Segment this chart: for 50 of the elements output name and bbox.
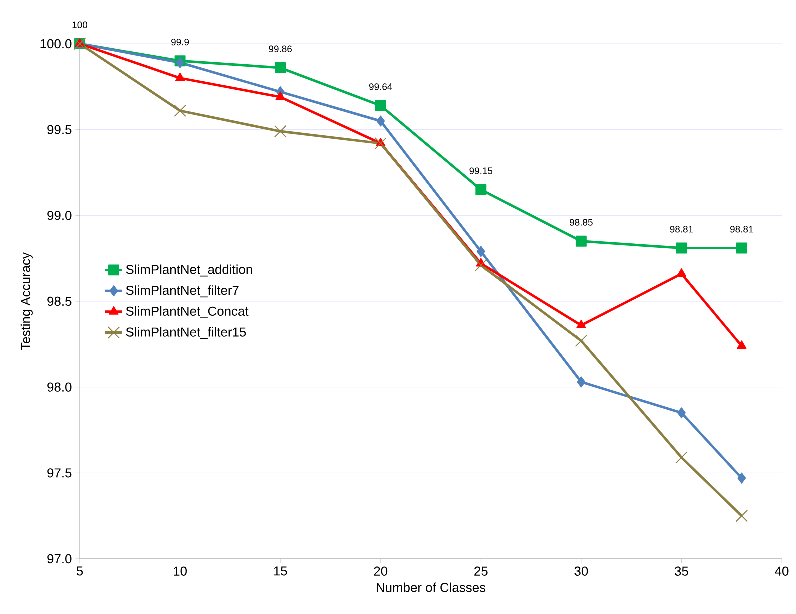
point	[275, 62, 286, 74]
data-label: 99.86	[269, 46, 292, 53]
data-label: 98.81	[730, 226, 754, 233]
point	[374, 137, 387, 150]
legend-label: SlimPlantNet_filter15	[126, 327, 246, 340]
x-tick-label: 10	[174, 566, 187, 576]
data-label: 98.85	[570, 219, 593, 226]
y-tick-label: 98.0	[48, 382, 72, 392]
x-tick-label: 20	[374, 566, 388, 576]
point	[276, 92, 286, 100]
point	[476, 184, 487, 196]
y-tick-label: 99.5	[48, 125, 72, 134]
x-tick-label: 30	[574, 566, 588, 576]
y-axis-title: Testing Accuracy	[20, 252, 33, 350]
x-tick-label: 35	[675, 566, 688, 576]
data-label: 98.81	[670, 226, 694, 233]
point	[274, 125, 287, 138]
data-label: 99.15	[470, 168, 493, 174]
point	[676, 268, 687, 278]
y-tick-label: 97.5	[48, 468, 72, 478]
data-label: 99.9	[172, 38, 190, 46]
point	[576, 236, 587, 247]
point	[375, 100, 386, 112]
y-tick-label: 99.0	[48, 211, 72, 220]
point	[736, 510, 748, 522]
x-tick-label: 15	[274, 566, 288, 576]
y-tick-label: 97.0	[48, 554, 72, 564]
x-tick-label: 25	[474, 566, 488, 576]
point	[736, 242, 748, 254]
point	[576, 320, 586, 329]
legend-label: SlimPlantNet_Concat	[126, 306, 249, 318]
point	[737, 340, 747, 350]
y-tick-label: 100.0	[40, 39, 72, 49]
point	[475, 259, 488, 272]
point	[376, 116, 386, 127]
point	[174, 104, 186, 118]
point	[476, 246, 486, 258]
x-tick-label: 40	[775, 566, 789, 576]
point	[577, 376, 586, 388]
y-tick-label: 98.5	[48, 296, 72, 306]
point	[676, 242, 688, 254]
point	[175, 72, 186, 82]
x-tick-label: 5	[76, 566, 84, 576]
legend-label: SlimPlantNet_filter7	[126, 286, 239, 298]
x-axis-title: Number of Classes	[377, 582, 486, 592]
point	[738, 472, 746, 484]
data-label: 100	[72, 22, 88, 28]
point	[677, 408, 686, 419]
legend-label: SlimPlantNet_addition	[126, 264, 252, 277]
data-label: 99.64	[369, 84, 392, 90]
